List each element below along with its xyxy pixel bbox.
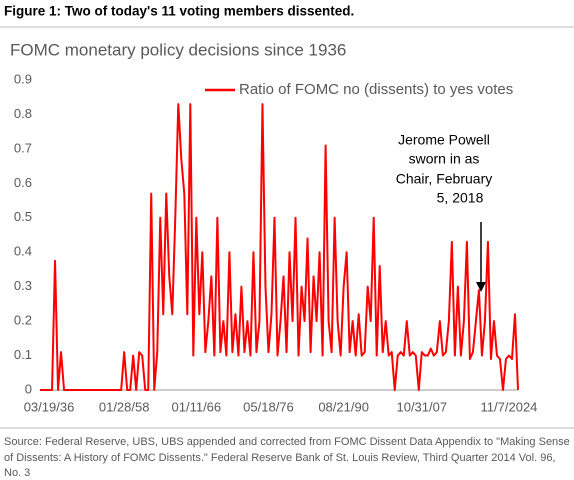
y-tick-label: 0.6	[14, 175, 32, 190]
x-tick-label: 05/18/76	[243, 399, 294, 414]
chart-title: FOMC monetary policy decisions since 193…	[10, 40, 346, 59]
source-line: No. 3	[4, 467, 30, 479]
y-tick-label: 0.5	[14, 209, 32, 224]
x-tick-label: 03/19/36	[24, 399, 75, 414]
legend-label: Ratio of FOMC no (dissents) to yes votes	[239, 81, 513, 98]
y-tick-label: 0.3	[14, 278, 32, 293]
annotation: Chair, February	[396, 171, 492, 187]
y-tick-label: 0.2	[14, 313, 32, 328]
figure-title: Figure 1: Two of today's 11 voting membe…	[4, 4, 354, 19]
x-tick-label: 11/7/2024	[481, 399, 538, 414]
y-tick-label: 0.1	[14, 347, 32, 362]
x-tick-label: 01/11/66	[172, 399, 222, 414]
annotation: Jerome Powell	[398, 132, 490, 148]
y-tick-label: 0.7	[14, 140, 32, 155]
y-tick-label: 0.4	[14, 244, 32, 259]
x-tick-label: 08/21/90	[318, 399, 369, 414]
annotation: 5, 2018	[437, 190, 484, 206]
source-line: of Dissents: A History of FOMC Dissents.…	[4, 452, 556, 464]
arrow-head	[476, 282, 486, 292]
annotation: sworn in as	[409, 151, 480, 167]
y-tick-label: 0.8	[14, 106, 32, 121]
source-line: Source: Federal Reserve, UBS, UBS append…	[4, 436, 570, 448]
y-tick-label: 0.9	[14, 71, 32, 86]
series-line	[40, 103, 519, 391]
y-tick-label: 0	[25, 381, 32, 396]
x-tick-label: 10/31/07	[396, 399, 447, 414]
x-tick-label: 01/28/58	[99, 399, 150, 414]
